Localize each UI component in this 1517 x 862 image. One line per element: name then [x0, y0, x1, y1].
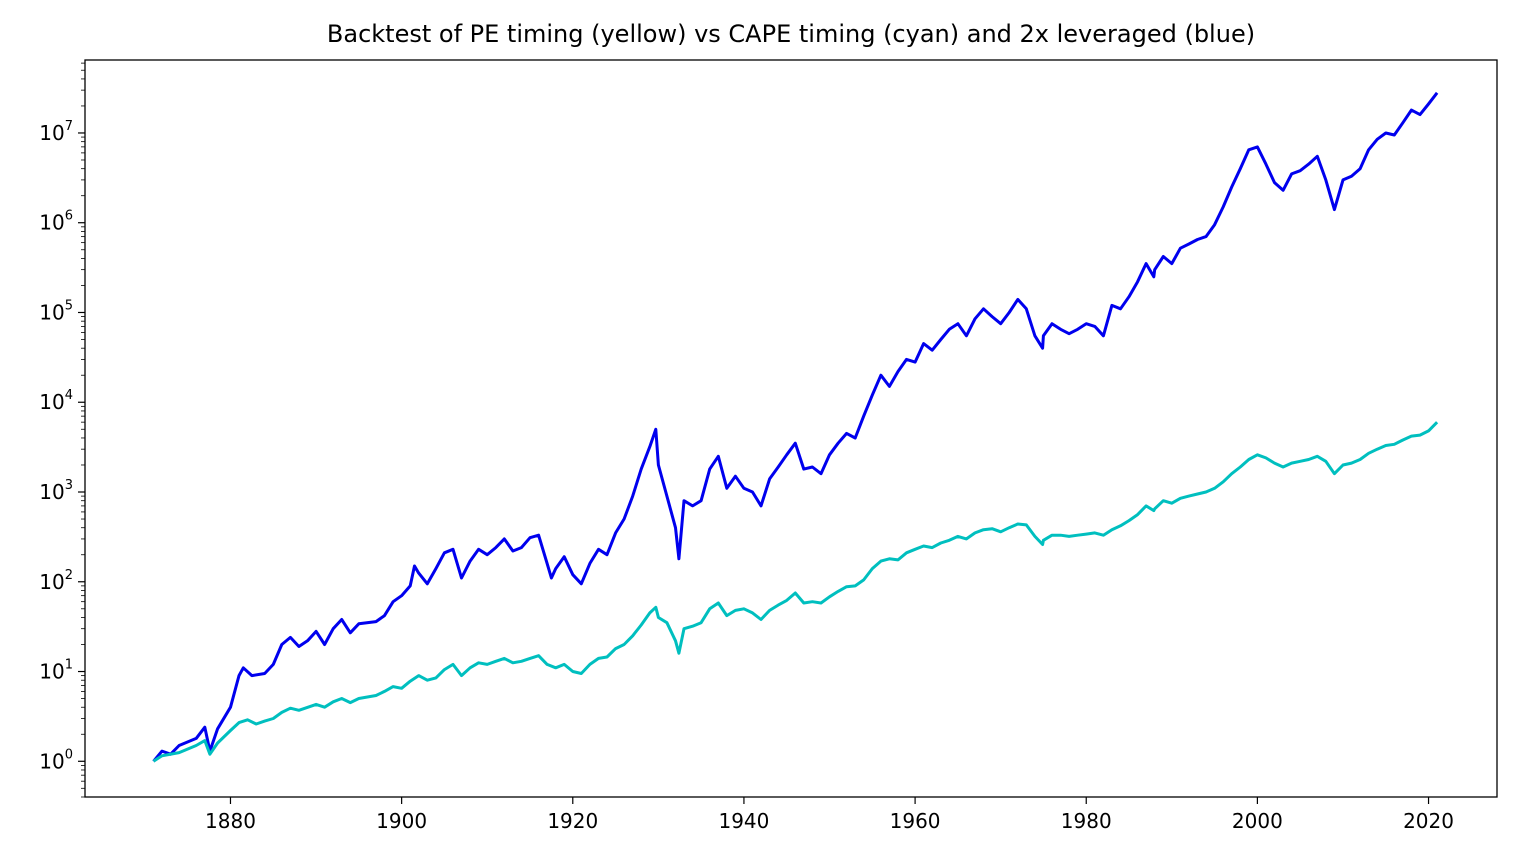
y-tick-label: 103	[39, 478, 73, 504]
x-tick-label: 1880	[205, 809, 256, 833]
y-tick-label: 102	[39, 568, 73, 594]
x-tick-label: 1980	[1061, 809, 1112, 833]
series-line-1	[152, 91, 1439, 763]
axis-layer: 1880 1900 1920 1940 1960 1980 2000 202010010110…	[39, 62, 1454, 833]
y-tick-base: 10	[39, 570, 64, 594]
y-tick-exponent: 2	[65, 568, 73, 583]
x-tick-label: 1900	[376, 809, 427, 833]
y-tick-label: 105	[39, 298, 73, 324]
y-tick-exponent: 0	[65, 747, 73, 762]
x-tick-label: 1920	[547, 809, 598, 833]
y-tick-exponent: 1	[65, 658, 73, 673]
y-tick-exponent: 4	[65, 388, 73, 403]
y-tick-base: 10	[39, 300, 64, 324]
y-tick-label: 104	[39, 388, 73, 414]
x-tick-label: 2020	[1403, 809, 1454, 833]
x-tick-label: 1940	[718, 809, 769, 833]
x-tick-label: 2000	[1232, 809, 1283, 833]
y-tick-exponent: 3	[65, 478, 73, 493]
y-tick-base: 10	[39, 211, 64, 235]
y-tick-label: 100	[39, 747, 73, 773]
y-tick-exponent: 7	[65, 119, 73, 134]
y-tick-label: 101	[39, 658, 73, 684]
y-tick-base: 10	[39, 121, 64, 145]
chart-title: Backtest of PE timing (yellow) vs CAPE t…	[327, 20, 1255, 48]
y-tick-base: 10	[39, 749, 64, 773]
y-tick-exponent: 6	[65, 209, 73, 224]
y-tick-base: 10	[39, 660, 64, 684]
plot-frame	[84, 59, 1498, 798]
y-tick-label: 107	[39, 119, 73, 145]
y-tick-base: 10	[39, 480, 64, 504]
x-tick-label: 1960	[890, 809, 941, 833]
series-line-2	[152, 421, 1439, 763]
y-tick-exponent: 5	[65, 298, 73, 313]
series-layer	[152, 91, 1439, 763]
y-tick-label: 106	[39, 209, 73, 235]
y-tick-base: 10	[39, 390, 64, 414]
